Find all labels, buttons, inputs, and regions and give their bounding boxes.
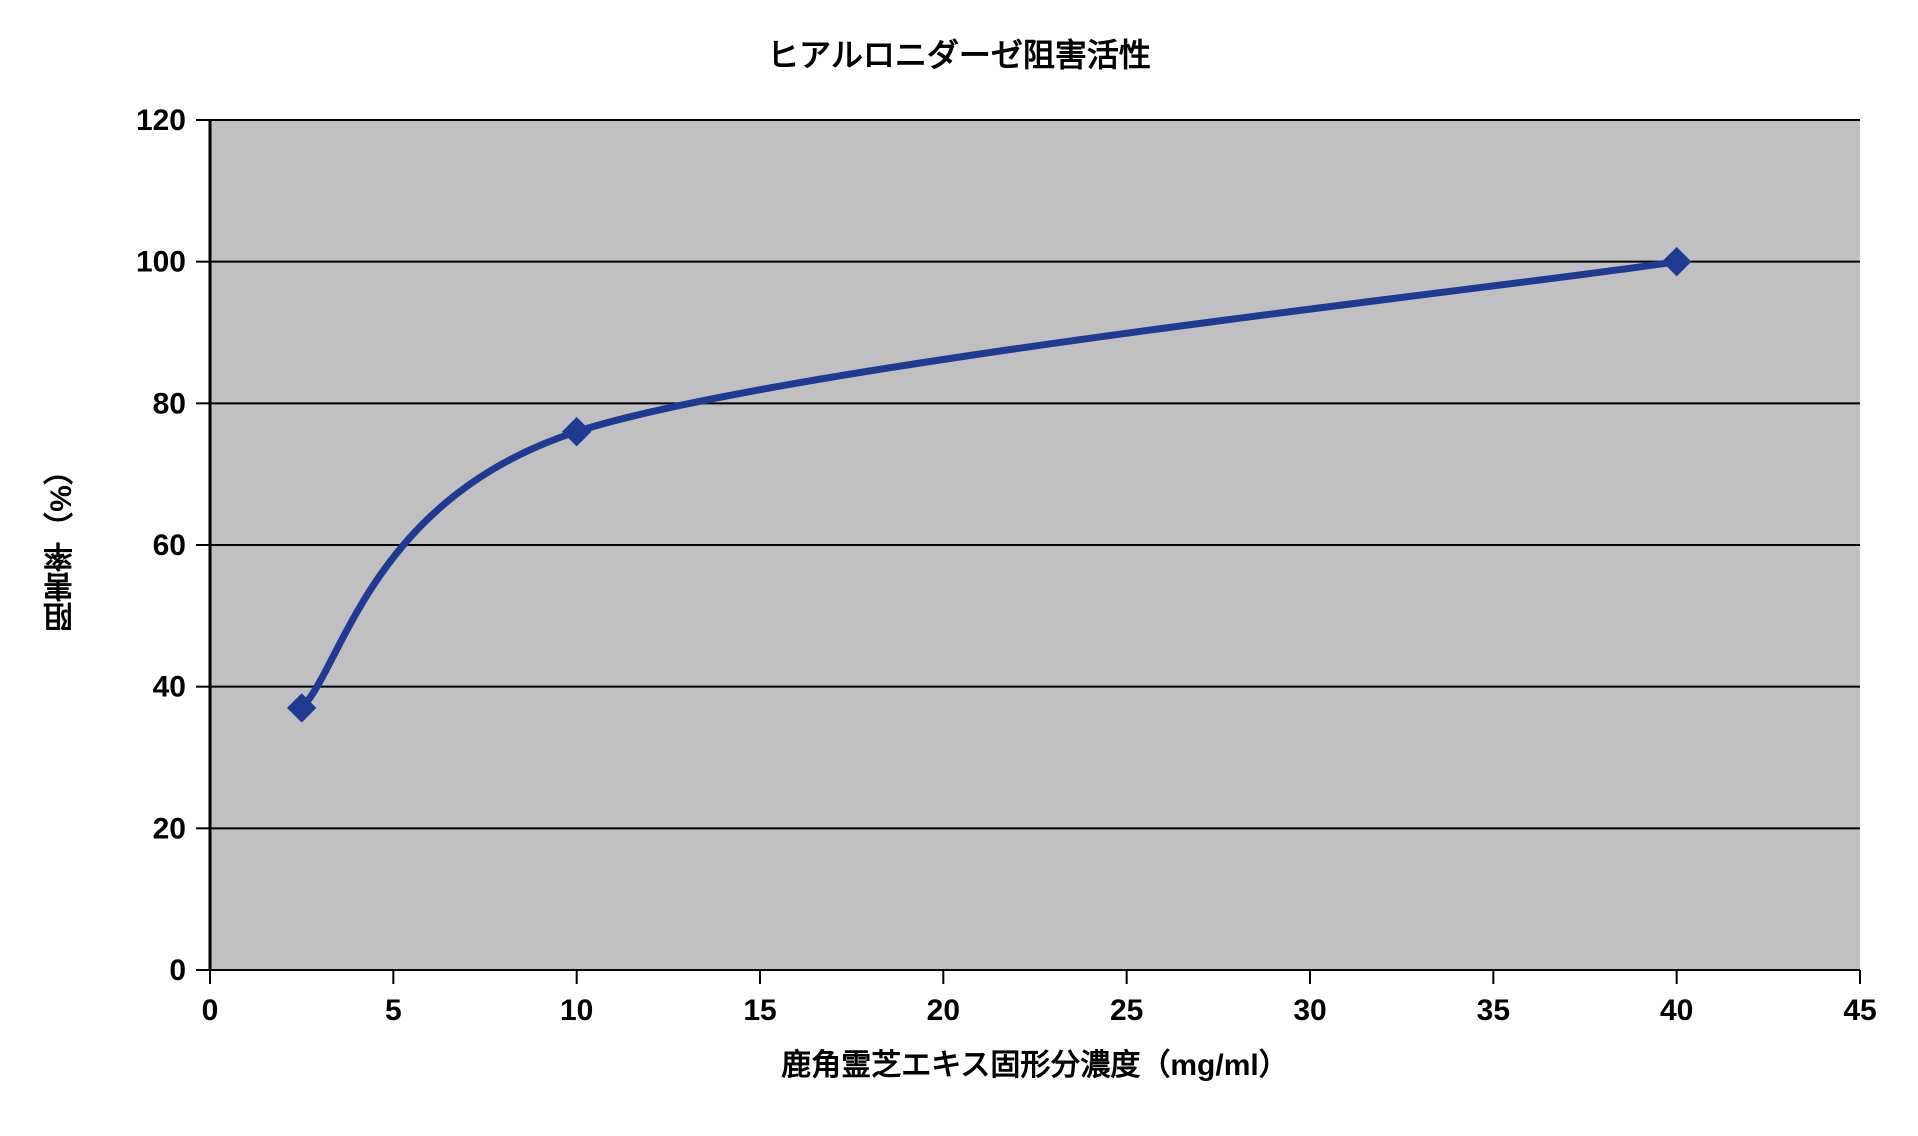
svg-text:0: 0 [202, 994, 219, 1027]
chart-plot: 0 5 10 15 20 25 30 35 40 45 0 20 40 60 80 100 120 [0, 0, 1918, 1136]
svg-text:100: 100 [136, 246, 186, 279]
svg-text:20: 20 [153, 812, 186, 845]
svg-text:0: 0 [169, 954, 186, 987]
svg-text:35: 35 [1477, 994, 1510, 1027]
svg-text:45: 45 [1843, 994, 1876, 1027]
svg-text:25: 25 [1110, 994, 1143, 1027]
svg-text:15: 15 [743, 994, 776, 1027]
svg-text:40: 40 [153, 671, 186, 704]
svg-text:30: 30 [1293, 994, 1326, 1027]
svg-text:80: 80 [153, 387, 186, 420]
chart-container: ヒアルロニダーゼ阻害活性 阻害率（%） 鹿角霊芝エキス固形分濃度（mg/ml） … [0, 0, 1918, 1136]
svg-text:20: 20 [927, 994, 960, 1027]
svg-text:120: 120 [136, 104, 186, 137]
svg-text:40: 40 [1660, 994, 1693, 1027]
svg-text:5: 5 [385, 994, 402, 1027]
svg-text:10: 10 [560, 994, 593, 1027]
svg-text:60: 60 [153, 529, 186, 562]
